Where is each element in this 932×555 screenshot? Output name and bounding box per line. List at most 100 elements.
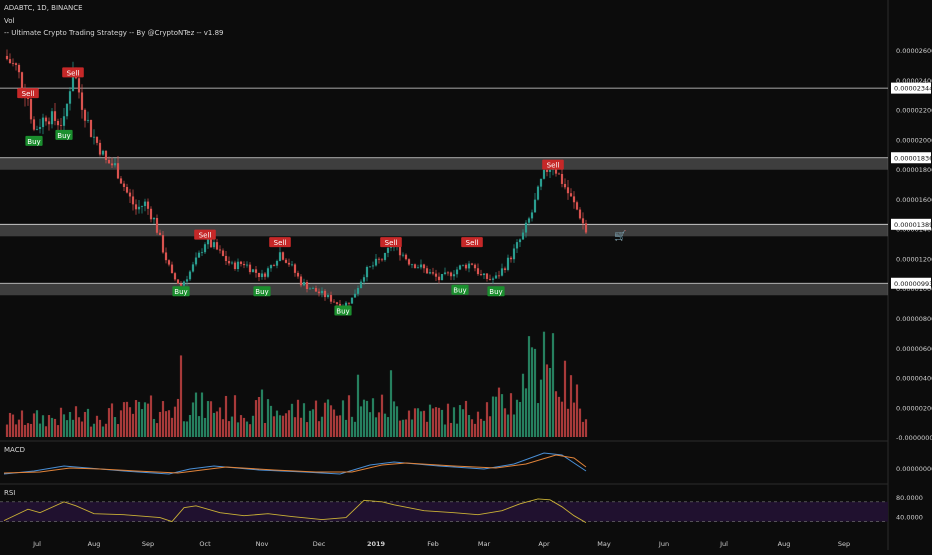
candle-body bbox=[65, 103, 69, 117]
volume-bar bbox=[179, 355, 183, 437]
volume-bar bbox=[527, 336, 531, 437]
volume-bar bbox=[410, 419, 414, 437]
level-price-label: 0.00001836 bbox=[891, 152, 932, 164]
candle-body bbox=[401, 254, 405, 256]
volume-bar bbox=[476, 411, 480, 437]
shopping-cart-icon[interactable]: 🛒 bbox=[614, 231, 627, 242]
candle-body bbox=[248, 264, 252, 273]
candle-body bbox=[419, 264, 423, 268]
candle-body bbox=[302, 281, 306, 286]
signal-text: Buy bbox=[57, 132, 70, 140]
volume-bar bbox=[470, 419, 474, 437]
volume-indicator-label[interactable]: Vol bbox=[4, 17, 15, 25]
candle-body bbox=[314, 288, 318, 292]
candle-body bbox=[446, 272, 450, 274]
volume-bar bbox=[500, 394, 504, 437]
candle-body bbox=[380, 259, 384, 261]
volume-axis-tick: 0.00000200 bbox=[896, 404, 932, 412]
volume-bar bbox=[98, 419, 102, 437]
candle-body bbox=[107, 159, 111, 164]
volume-bar bbox=[23, 424, 27, 437]
level-price-label: 0.00001389 bbox=[891, 218, 932, 230]
level-price-text: 0.00002344 bbox=[894, 85, 932, 93]
candle-body bbox=[455, 269, 459, 275]
rsi-indicator-label[interactable]: RSI bbox=[4, 489, 16, 497]
volume-bar bbox=[428, 404, 432, 437]
volume-bar bbox=[272, 416, 276, 437]
volume-bar bbox=[83, 411, 87, 437]
candle-body bbox=[167, 260, 171, 265]
volume-bar bbox=[209, 401, 213, 437]
volume-bar bbox=[290, 403, 294, 437]
volume-bar bbox=[308, 410, 312, 437]
candle-body bbox=[149, 208, 153, 220]
candle-body bbox=[32, 119, 36, 130]
candle-body bbox=[548, 169, 552, 172]
candle-body bbox=[431, 272, 435, 274]
candle-body bbox=[530, 212, 534, 219]
candle-body bbox=[308, 288, 312, 290]
strategy-indicator-label[interactable]: -- Ultimate Crypto Trading Strategy -- B… bbox=[4, 29, 224, 37]
level-price-text: 0.00001389 bbox=[894, 221, 932, 229]
candle-body bbox=[8, 59, 12, 63]
volume-bar bbox=[233, 395, 237, 437]
candle-body bbox=[512, 248, 516, 260]
candle-body bbox=[332, 301, 336, 303]
candle-body bbox=[62, 116, 66, 126]
volume-bar bbox=[332, 409, 336, 437]
candle-body bbox=[461, 264, 465, 266]
signal-text: Buy bbox=[174, 288, 187, 296]
candle-body bbox=[236, 261, 240, 270]
volume-bar bbox=[203, 417, 207, 437]
volume-bar bbox=[365, 400, 369, 437]
volume-bar bbox=[182, 421, 186, 437]
candle-body bbox=[404, 254, 408, 260]
candle-body bbox=[20, 72, 24, 89]
candle-body bbox=[170, 264, 174, 274]
volume-bar bbox=[299, 417, 303, 437]
volume-bar bbox=[14, 424, 18, 437]
candle-body bbox=[215, 242, 219, 250]
volume-bar bbox=[536, 403, 540, 437]
rsi-axis-tick: 80.0000 bbox=[896, 494, 923, 502]
signal-box bbox=[55, 129, 73, 140]
candle-body bbox=[503, 268, 507, 270]
signal-text: Sell bbox=[199, 232, 212, 240]
sell-signal: Sell bbox=[194, 229, 216, 240]
candle-body bbox=[269, 265, 273, 269]
volume-bar bbox=[35, 410, 39, 437]
volume-bar bbox=[353, 421, 357, 437]
price-axis-tick: 0.00001600 bbox=[896, 196, 932, 204]
volume-bar bbox=[329, 405, 333, 437]
buy-signal: Buy bbox=[253, 286, 271, 297]
level-price-text: 0.00001836 bbox=[894, 154, 932, 162]
candle-body bbox=[581, 218, 585, 224]
candle-body bbox=[377, 258, 381, 260]
candle-body bbox=[458, 265, 462, 270]
volume-bar bbox=[374, 417, 378, 437]
volume-bar bbox=[425, 421, 429, 437]
signal-text: Sell bbox=[547, 162, 560, 170]
volume-bar bbox=[359, 406, 363, 437]
candle-body bbox=[185, 279, 189, 282]
level-band bbox=[0, 157, 888, 170]
volume-bar bbox=[545, 364, 549, 437]
candle-body bbox=[353, 293, 357, 298]
volume-bar bbox=[560, 401, 564, 437]
macd-indicator-label[interactable]: MACD bbox=[4, 446, 25, 454]
candle-body bbox=[197, 252, 201, 258]
buy-signal: Buy bbox=[25, 135, 43, 146]
volume-bar bbox=[449, 422, 453, 437]
volume-bar bbox=[401, 419, 405, 437]
volume-bar bbox=[452, 407, 456, 437]
volume-bar bbox=[224, 395, 228, 437]
buy-signal: Buy bbox=[55, 129, 73, 140]
level-price-text: 0.00000993 bbox=[894, 280, 932, 288]
symbol-label[interactable]: ADABTC, 1D, BINANCE bbox=[4, 4, 83, 12]
candle-body bbox=[140, 206, 144, 207]
volume-bar bbox=[29, 423, 33, 437]
price-axis-tick: 0.00001000 bbox=[896, 285, 932, 293]
volume-bar bbox=[38, 423, 42, 437]
